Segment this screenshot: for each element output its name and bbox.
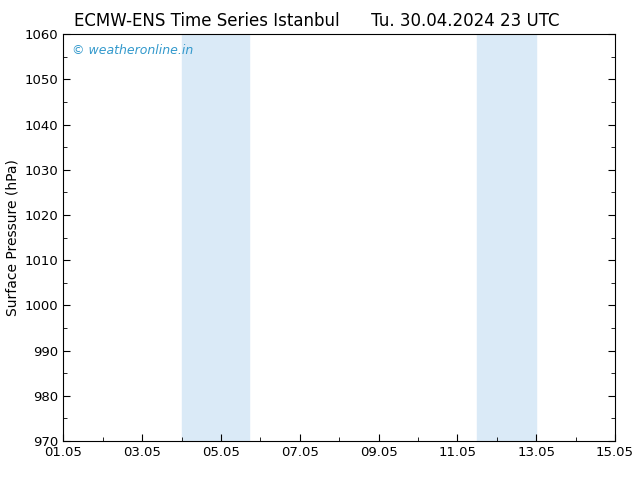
Text: © weatheronline.in: © weatheronline.in [72,45,193,57]
Text: ECMW-ENS Time Series Istanbul      Tu. 30.04.2024 23 UTC: ECMW-ENS Time Series Istanbul Tu. 30.04.… [74,12,560,30]
Bar [477,34,497,441]
Bar [221,34,249,441]
Bar [497,34,536,441]
Bar [181,34,221,441]
Y-axis label: Surface Pressure (hPa): Surface Pressure (hPa) [5,159,19,316]
